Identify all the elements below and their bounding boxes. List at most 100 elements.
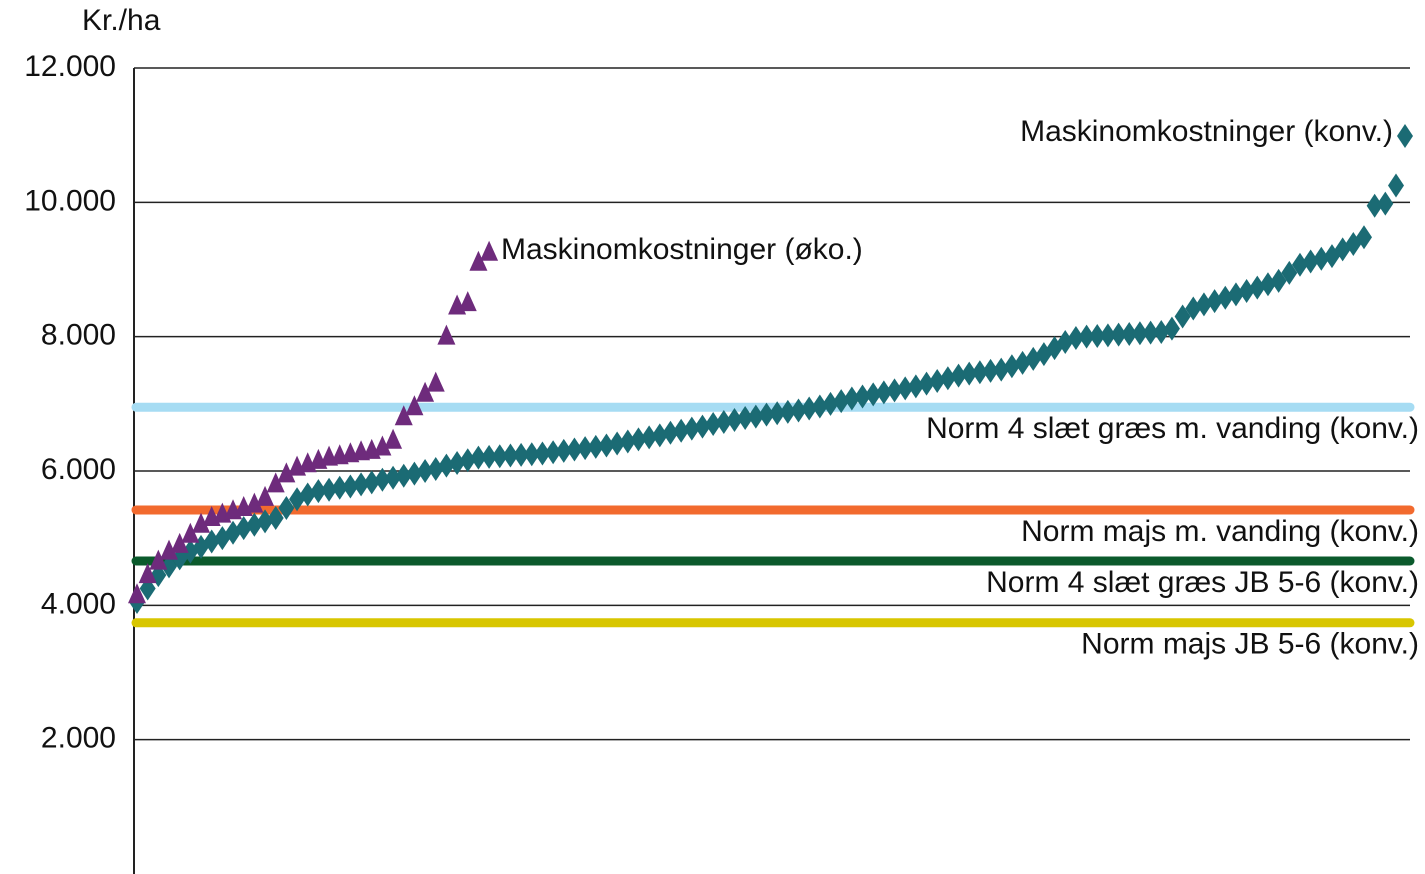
y-axis-label: Kr./ha xyxy=(82,4,161,37)
point xyxy=(1206,289,1223,314)
point xyxy=(1238,278,1255,303)
point xyxy=(918,371,935,396)
point xyxy=(256,485,275,506)
legend-marker xyxy=(1397,124,1413,148)
point xyxy=(609,431,626,456)
point xyxy=(747,404,764,429)
y-tick-label: 12.000 xyxy=(24,50,116,83)
point xyxy=(395,463,412,488)
point xyxy=(545,440,562,465)
point xyxy=(1099,323,1116,348)
reference-label: Norm majs JB 5-6 (konv.) xyxy=(1081,628,1419,661)
point xyxy=(321,477,338,502)
point xyxy=(982,358,999,383)
point xyxy=(1302,249,1319,274)
point xyxy=(459,448,476,473)
point xyxy=(438,453,455,478)
point xyxy=(929,368,946,393)
point xyxy=(619,429,636,454)
point xyxy=(481,444,498,469)
point xyxy=(416,381,435,402)
reference-label: Norm 4 slæt græs m. vanding (konv.) xyxy=(926,412,1419,445)
point xyxy=(566,437,583,462)
point xyxy=(705,411,722,436)
point xyxy=(1195,292,1212,317)
y-tick-label: 6.000 xyxy=(41,453,116,486)
point xyxy=(427,456,444,481)
point xyxy=(1366,193,1383,218)
point xyxy=(417,459,434,483)
series-label: Maskinomkostninger (konv.) xyxy=(1020,115,1393,148)
point xyxy=(1377,191,1394,216)
point xyxy=(266,472,285,493)
point xyxy=(790,398,807,423)
point xyxy=(470,445,487,470)
point xyxy=(1291,252,1308,277)
point xyxy=(160,539,179,560)
point xyxy=(630,427,647,452)
point xyxy=(769,401,786,426)
point xyxy=(278,495,295,520)
point xyxy=(245,492,264,513)
point xyxy=(1355,225,1372,250)
point xyxy=(726,407,743,432)
point xyxy=(971,360,988,385)
point xyxy=(897,376,914,401)
point xyxy=(502,443,519,468)
point xyxy=(299,482,316,507)
point xyxy=(811,394,828,419)
point xyxy=(555,438,572,463)
point xyxy=(843,386,860,411)
point xyxy=(801,396,818,421)
point xyxy=(886,378,903,403)
point xyxy=(1388,173,1404,198)
point xyxy=(1163,316,1180,341)
point xyxy=(854,384,871,409)
point xyxy=(1110,322,1127,347)
point xyxy=(577,436,594,461)
point xyxy=(1249,275,1266,300)
point xyxy=(267,506,284,531)
point xyxy=(1089,323,1106,348)
point xyxy=(662,420,679,445)
point xyxy=(203,529,220,554)
point xyxy=(513,442,530,467)
point xyxy=(161,554,178,579)
point xyxy=(277,462,296,483)
point xyxy=(758,402,775,427)
point xyxy=(939,366,956,391)
point xyxy=(480,240,499,261)
point xyxy=(907,374,924,399)
point xyxy=(865,382,882,407)
point xyxy=(993,357,1010,382)
point xyxy=(1313,246,1330,271)
point xyxy=(598,433,615,458)
point xyxy=(469,250,488,271)
point xyxy=(1227,282,1244,307)
point xyxy=(961,361,978,386)
point xyxy=(950,363,967,388)
point xyxy=(394,405,413,426)
point xyxy=(1259,272,1276,297)
point xyxy=(833,389,850,414)
point xyxy=(385,465,402,490)
point xyxy=(363,470,380,495)
point xyxy=(170,532,189,553)
point xyxy=(683,416,700,441)
point xyxy=(235,516,252,541)
y-tick-label: 10.000 xyxy=(24,184,116,217)
y-tick-label: 8.000 xyxy=(41,319,116,352)
point xyxy=(1078,324,1095,349)
point xyxy=(384,428,403,449)
point xyxy=(534,441,551,466)
point xyxy=(458,291,477,312)
point xyxy=(437,324,456,345)
point xyxy=(246,512,263,537)
point xyxy=(491,444,508,469)
point xyxy=(331,475,348,500)
point xyxy=(374,467,391,492)
point xyxy=(523,442,540,467)
point xyxy=(1142,320,1159,345)
point xyxy=(673,418,690,443)
